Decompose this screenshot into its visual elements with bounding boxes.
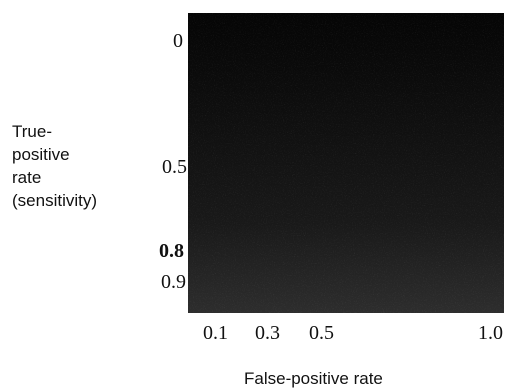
- y-tick-label-0-5: 0.5: [162, 156, 187, 178]
- x-axis-title: False-positive rate: [244, 369, 383, 388]
- x-tick-label-0-3: 0.3: [255, 322, 280, 344]
- y-axis-title-line-3: rate: [12, 168, 41, 187]
- y-axis-title-line-1: True-: [12, 122, 52, 141]
- y-axis-title-line-4: (sensitivity): [12, 191, 97, 210]
- y-axis-title-line-2: positive: [12, 145, 70, 164]
- x-tick-label-0-1: 0.1: [203, 322, 228, 344]
- x-tick-label-0-5: 0.5: [309, 322, 334, 344]
- plot-bottom-fade: [188, 13, 504, 313]
- y-tick-label-0-9: 0.9: [161, 271, 186, 293]
- y-tick-label-0: 0: [173, 30, 183, 52]
- x-tick-label-1-0: 1.0: [478, 322, 503, 344]
- y-tick-label-0-8: 0.8: [159, 240, 184, 262]
